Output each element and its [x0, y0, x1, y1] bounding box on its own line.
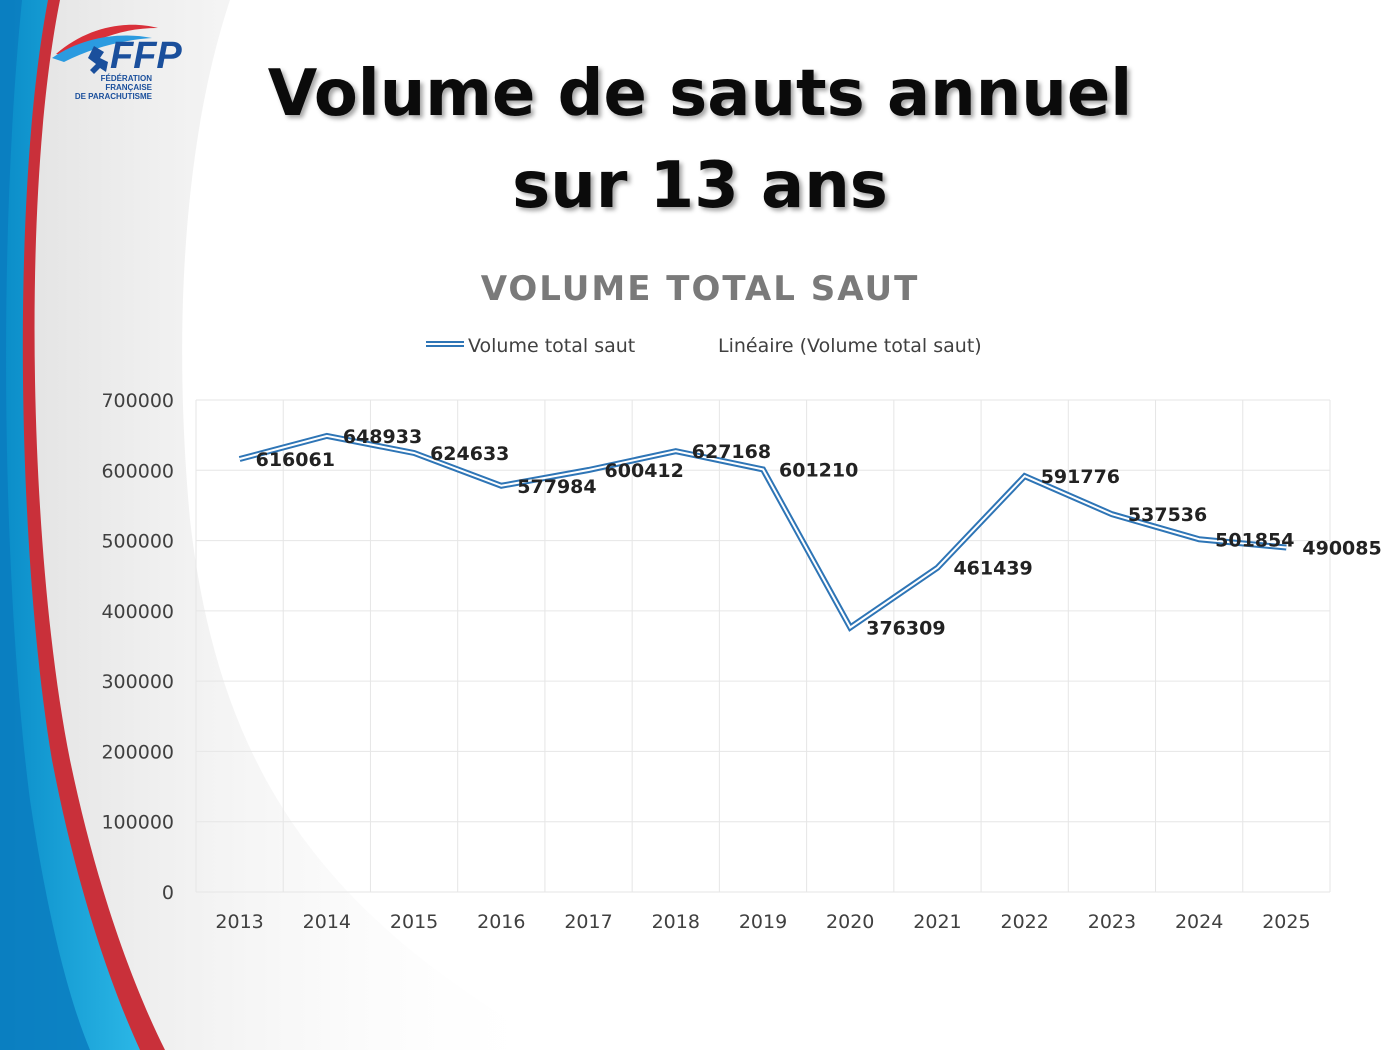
data-label-2020: 376309 [866, 618, 945, 640]
y-tick-label: 700000 [101, 390, 174, 412]
grey-swoosh [0, 0, 560, 1050]
y-tick-label: 0 [162, 882, 174, 904]
logo-federation-line2: DE PARACHUTISME [74, 92, 152, 101]
data-label-2018: 627168 [692, 441, 771, 463]
legend-trend: Linéaire (Volume total saut) [718, 335, 982, 357]
legend: Volume total saut Linéaire (Volume total… [426, 335, 982, 357]
data-label-2023: 537536 [1128, 504, 1207, 526]
logo-federation-line1: FÉDÉRATION FRANÇAISE [100, 74, 152, 92]
x-axis: 2013 2014 2015 2016 2017 2018 2019 2020 2021 2022… [215, 911, 1310, 933]
x-tick-label: 2023 [1088, 911, 1136, 933]
data-label-2016: 577984 [517, 476, 596, 498]
x-tick-label: 2021 [913, 911, 961, 933]
y-tick-label: 500000 [101, 531, 174, 553]
logo-swoosh-blue [52, 35, 152, 62]
data-label-2025: 490085 [1302, 538, 1381, 560]
data-label-2022: 591776 [1041, 466, 1120, 488]
legend-series: Volume total saut [468, 335, 635, 357]
series-volume-total-saut [238, 432, 1287, 632]
x-tick-label: 2019 [739, 911, 787, 933]
x-tick-label: 2020 [826, 911, 874, 933]
data-label-2024: 501854 [1215, 529, 1294, 551]
data-label-2019: 601210 [779, 459, 858, 481]
chart-title: VOLUME TOTAL SAUT [481, 269, 920, 309]
slide-title-line2: sur 13 ans [512, 149, 888, 223]
y-tick-label: 300000 [101, 671, 174, 693]
data-label-2021: 461439 [953, 558, 1032, 580]
y-axis: 0 100000 200000 300000 400000 500000 600000 700… [101, 390, 174, 904]
data-label-2013: 616061 [256, 449, 335, 471]
ffp-logo: FFP [52, 24, 182, 77]
data-label-2017: 600412 [605, 460, 684, 482]
x-tick-label: 2015 [390, 911, 438, 933]
y-tick-label: 200000 [101, 741, 174, 763]
grid [195, 399, 1331, 893]
x-tick-label: 2014 [303, 911, 351, 933]
data-label-2015: 624633 [430, 443, 509, 465]
y-tick-label: 100000 [101, 812, 174, 834]
slide-title: Volume de sauts annuel sur 13 ans [200, 48, 1200, 232]
x-tick-label: 2018 [652, 911, 700, 933]
parachutist-icon [88, 46, 108, 74]
logo-federation-text: FÉDÉRATION FRANÇAISE DE PARACHUTISME [62, 74, 152, 101]
x-tick-label: 2016 [477, 911, 525, 933]
blue-stripe-dark [0, 0, 90, 1050]
x-tick-label: 2022 [1001, 911, 1049, 933]
blue-stripe [0, 0, 140, 1050]
y-tick-label: 600000 [101, 460, 174, 482]
x-tick-label: 2025 [1262, 911, 1310, 933]
series-line-inner [239, 434, 1287, 629]
data-label-2014: 648933 [343, 426, 422, 448]
x-tick-label: 2013 [215, 911, 263, 933]
series-line-outer [238, 432, 1287, 632]
y-tick-label: 400000 [101, 601, 174, 623]
x-tick-label: 2017 [564, 911, 612, 933]
data-labels: 616061 648933 624633 577984 600412 627168 6012… [256, 426, 1382, 640]
logo-acronym: FFP [110, 35, 182, 77]
x-tick-label: 2024 [1175, 911, 1223, 933]
slide-title-line1: Volume de sauts annuel [267, 57, 1133, 131]
